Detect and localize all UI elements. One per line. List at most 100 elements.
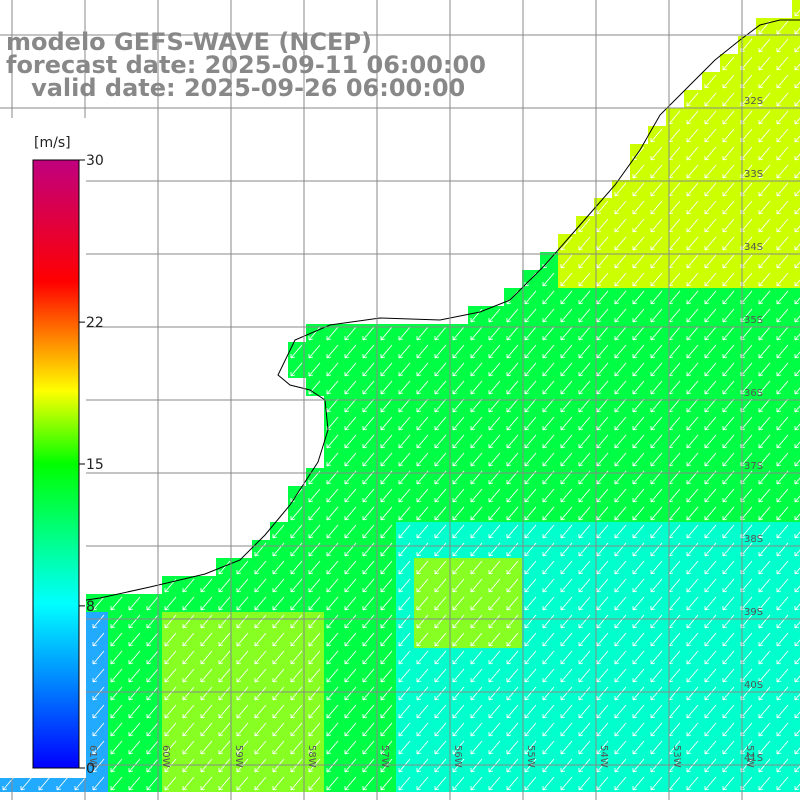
wind-arrow bbox=[326, 326, 339, 341]
lon-label: 60W bbox=[160, 745, 171, 768]
wind-arrow bbox=[686, 542, 699, 557]
wind-arrow bbox=[146, 668, 159, 683]
wind-arrow bbox=[650, 146, 663, 161]
wind-arrow bbox=[722, 146, 735, 161]
wind-arrow bbox=[776, 128, 789, 143]
wind-arrow bbox=[614, 380, 627, 395]
wind-arrow bbox=[218, 650, 231, 665]
wind-arrow bbox=[218, 560, 231, 575]
wind-arrow bbox=[614, 236, 627, 251]
lon-label: 55W bbox=[525, 745, 536, 768]
wind-arrow bbox=[362, 326, 375, 341]
wind-arrow bbox=[650, 668, 663, 683]
wind-arrow bbox=[380, 506, 393, 521]
wind-arrow bbox=[128, 740, 141, 755]
wind-arrow bbox=[506, 632, 519, 647]
wind-arrow bbox=[434, 488, 447, 503]
wind-arrow bbox=[776, 74, 789, 89]
wind-arrow bbox=[272, 650, 285, 665]
wind-arrow bbox=[542, 488, 555, 503]
wind-arrow bbox=[452, 560, 465, 575]
wind-arrow bbox=[542, 506, 555, 521]
wind-arrow bbox=[380, 632, 393, 647]
wind-arrow bbox=[218, 776, 231, 791]
wind-arrow bbox=[272, 686, 285, 701]
coastline bbox=[0, 19, 800, 619]
wind-cell bbox=[792, 774, 800, 792]
wind-arrow bbox=[758, 596, 771, 611]
wind-arrow bbox=[488, 416, 501, 431]
wind-arrow bbox=[596, 236, 609, 251]
wind-arrow bbox=[434, 632, 447, 647]
wind-arrow bbox=[236, 614, 249, 629]
wind-cell bbox=[792, 216, 800, 234]
wind-arrow bbox=[578, 362, 591, 377]
wind-arrow bbox=[686, 596, 699, 611]
wind-arrow bbox=[650, 326, 663, 341]
wind-arrow bbox=[506, 380, 519, 395]
wind-arrow bbox=[200, 632, 213, 647]
wind-arrow bbox=[686, 344, 699, 359]
wind-arrow bbox=[506, 560, 519, 575]
wind-arrow bbox=[164, 740, 177, 755]
wind-cell bbox=[792, 126, 800, 144]
wind-arrow bbox=[794, 675, 800, 683]
wind-arrow bbox=[506, 326, 519, 341]
wind-arrow bbox=[308, 380, 321, 395]
wind-arrow bbox=[344, 434, 357, 449]
wind-arrow bbox=[776, 344, 789, 359]
wind-arrow bbox=[182, 614, 195, 629]
wind-arrow bbox=[542, 434, 555, 449]
wind-arrow bbox=[308, 326, 321, 341]
wind-arrow bbox=[434, 416, 447, 431]
wind-arrow bbox=[704, 704, 717, 719]
wind-arrow bbox=[776, 308, 789, 323]
wind-arrow bbox=[758, 740, 771, 755]
wind-arrow bbox=[362, 596, 375, 611]
wind-arrow bbox=[506, 344, 519, 359]
wind-arrow bbox=[794, 189, 800, 197]
wind-arrow bbox=[542, 524, 555, 539]
wind-arrow bbox=[614, 560, 627, 575]
wind-arrow bbox=[326, 524, 339, 539]
wind-arrow bbox=[596, 596, 609, 611]
wind-arrow bbox=[758, 506, 771, 521]
wind-arrow bbox=[722, 740, 735, 755]
wind-cell bbox=[792, 144, 800, 162]
wind-arrow bbox=[398, 398, 411, 413]
wind-arrow bbox=[632, 290, 645, 305]
wind-arrow bbox=[524, 632, 537, 647]
wind-arrow bbox=[326, 506, 339, 521]
wind-arrow bbox=[308, 596, 321, 611]
wind-arrow bbox=[560, 380, 573, 395]
wind-arrow bbox=[452, 632, 465, 647]
lat-label: 40S bbox=[744, 680, 763, 691]
wind-arrow bbox=[686, 704, 699, 719]
wind-arrow bbox=[380, 740, 393, 755]
wind-arrow bbox=[434, 686, 447, 701]
wind-arrow bbox=[290, 740, 303, 755]
wind-arrow bbox=[596, 668, 609, 683]
wind-arrow bbox=[596, 524, 609, 539]
wind-arrow bbox=[128, 704, 141, 719]
wind-arrow bbox=[470, 452, 483, 467]
wind-arrow bbox=[488, 344, 501, 359]
wind-arrow bbox=[344, 344, 357, 359]
wind-arrow bbox=[128, 632, 141, 647]
wind-arrow bbox=[632, 344, 645, 359]
wind-arrow bbox=[704, 614, 717, 629]
wind-arrow bbox=[164, 614, 177, 629]
wind-arrow bbox=[218, 596, 231, 611]
wind-arrow bbox=[794, 153, 800, 161]
wind-arrow bbox=[560, 344, 573, 359]
wind-arrow bbox=[704, 650, 717, 665]
wind-cell bbox=[792, 36, 800, 54]
lon-label: 53W bbox=[671, 745, 682, 768]
wind-arrow bbox=[398, 560, 411, 575]
wind-arrow bbox=[560, 722, 573, 737]
wind-cell bbox=[792, 432, 800, 450]
wind-arrow bbox=[344, 704, 357, 719]
wind-arrow bbox=[686, 110, 699, 125]
wind-arrow bbox=[398, 578, 411, 593]
wind-arrow bbox=[524, 344, 537, 359]
